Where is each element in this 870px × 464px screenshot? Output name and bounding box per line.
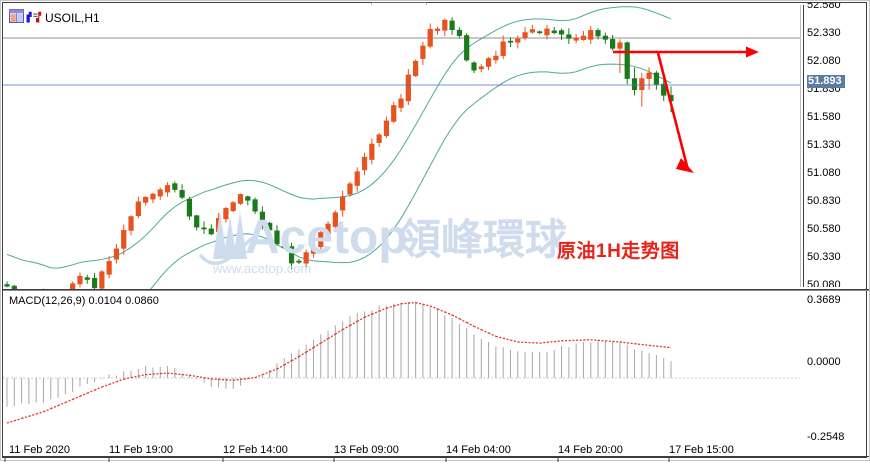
- svg-text:www.acetop.com: www.acetop.com: [212, 261, 311, 276]
- svg-text:Acetop: Acetop: [245, 211, 408, 264]
- svg-text:領峰環球: 領峰環球: [399, 216, 568, 263]
